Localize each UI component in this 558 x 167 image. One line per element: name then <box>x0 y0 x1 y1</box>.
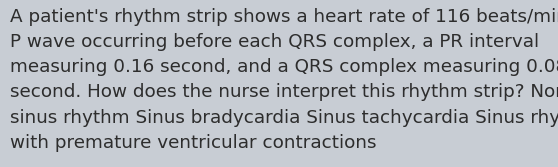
Text: A patient's rhythm strip shows a heart rate of 116 beats/min, one
P wave occurri: A patient's rhythm strip shows a heart r… <box>10 8 558 152</box>
